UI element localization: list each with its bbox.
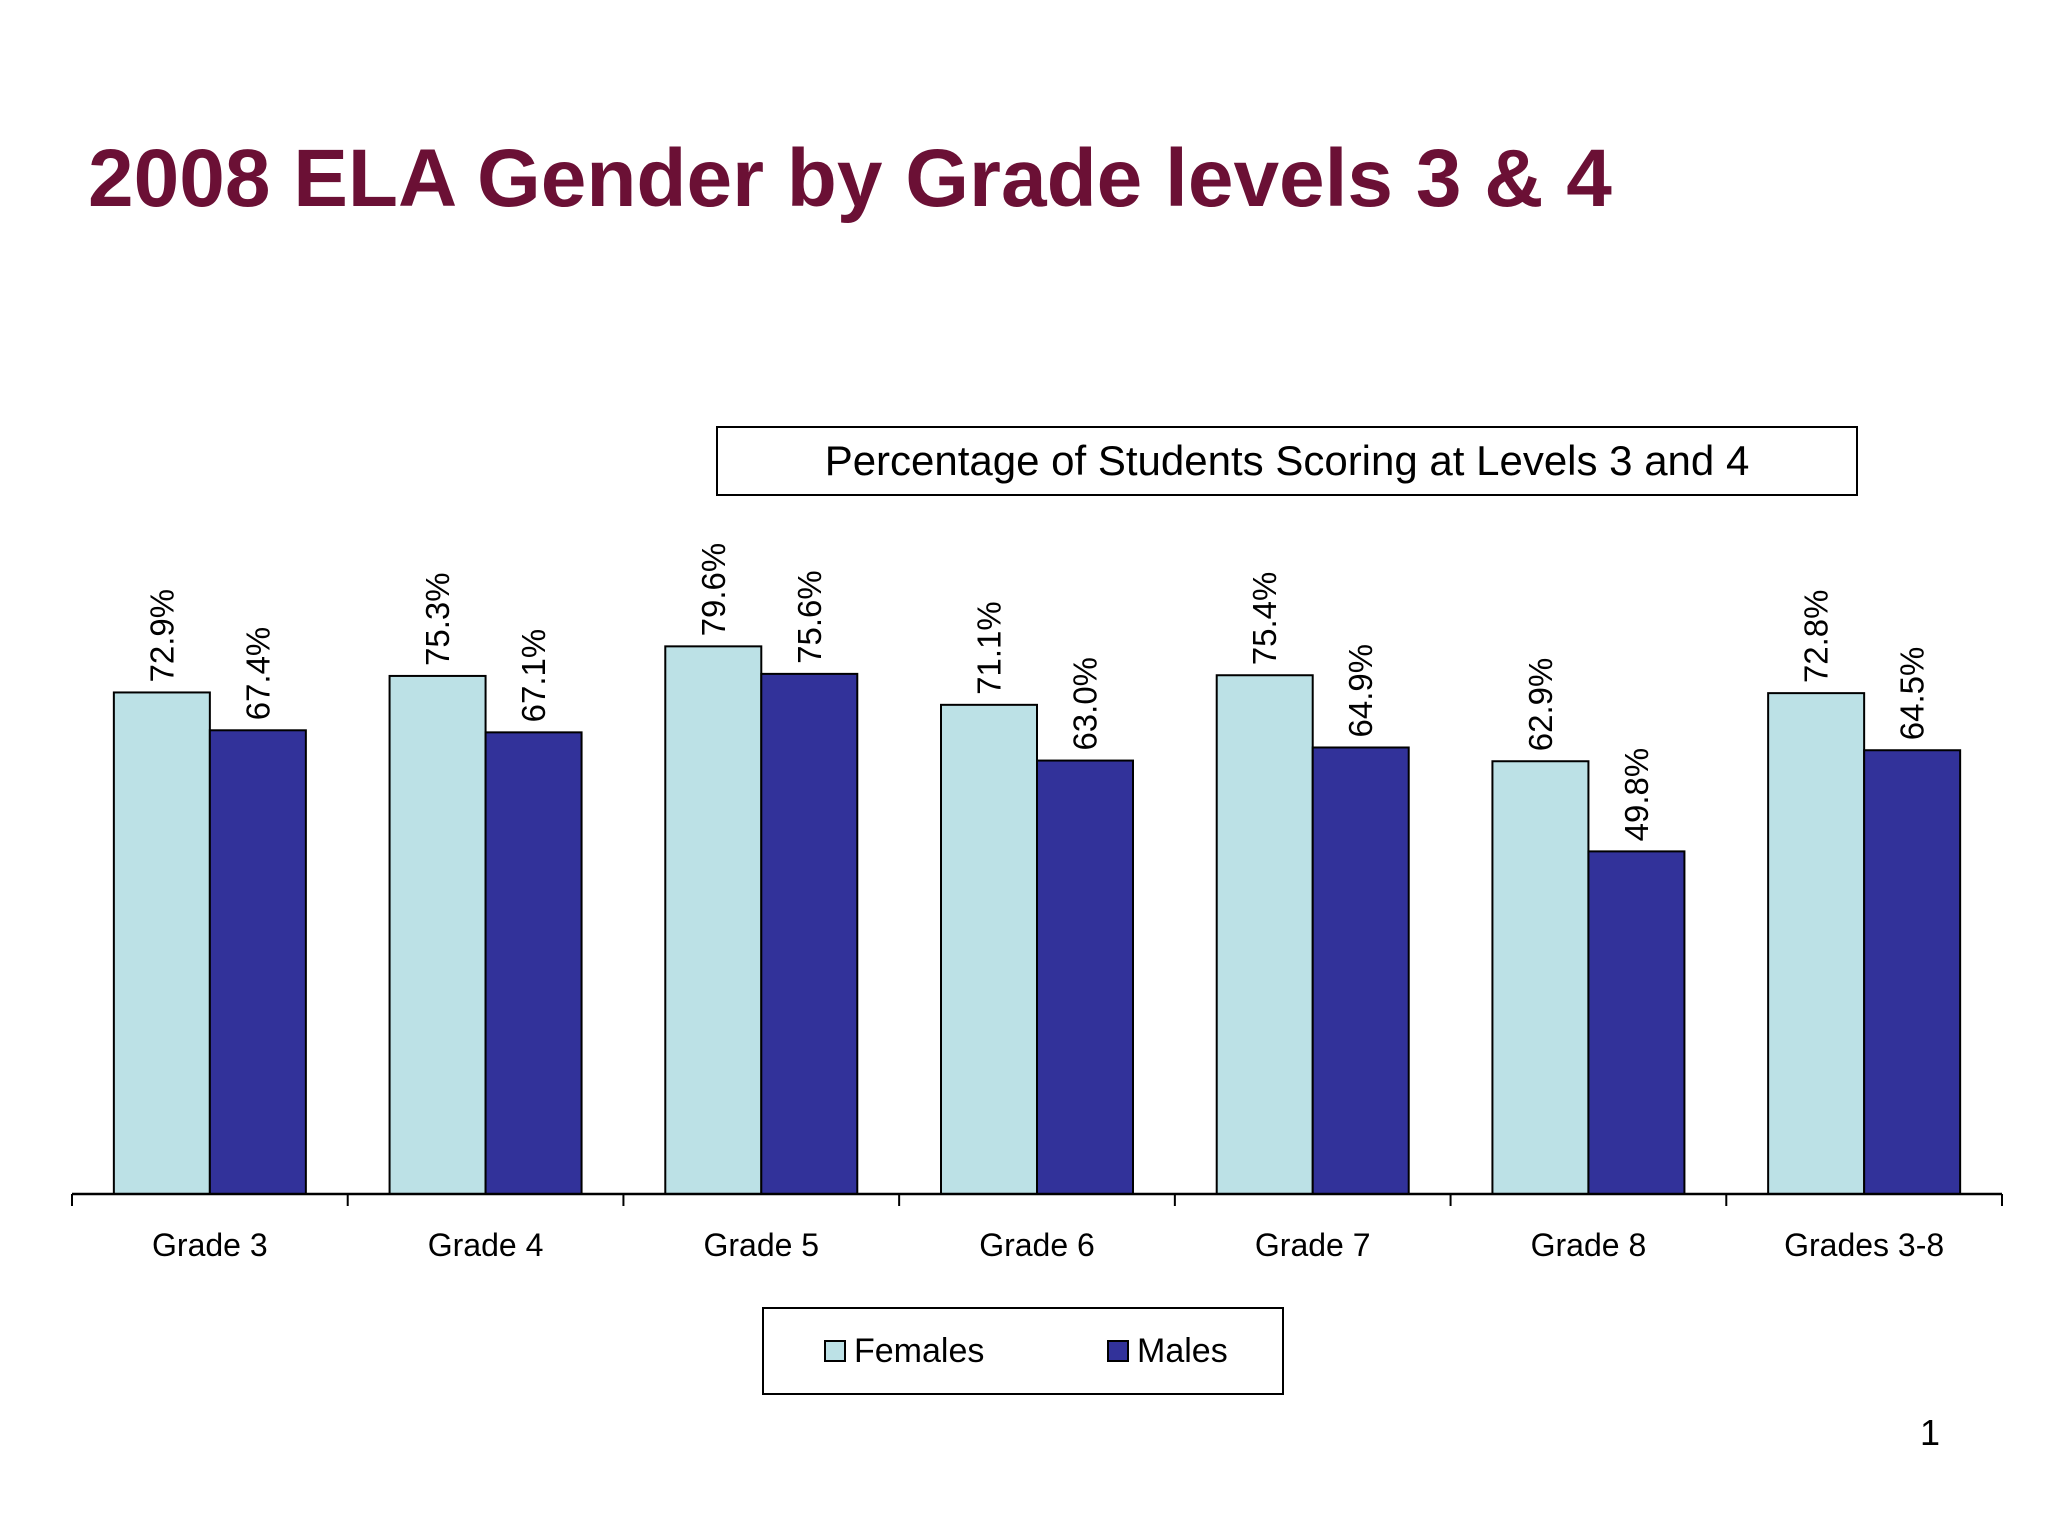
bar-females-grade-3 <box>112 691 211 1195</box>
data-label-males-grade-6: 63.0% <box>1067 657 1104 751</box>
data-label-females-grade-3: 72.9% <box>143 589 180 683</box>
x-tick-label-grade-3: Grade 3 <box>152 1227 268 1263</box>
bar-females-grade-5 <box>664 645 763 1195</box>
data-label-males-grades-3-8: 64.5% <box>1894 647 1931 741</box>
bar-females-grades-3-8 <box>1767 692 1866 1195</box>
data-label-females-grade-8: 62.9% <box>1522 658 1559 752</box>
bar-females-grade-6 <box>940 703 1038 1195</box>
bar-males-grade-7 <box>1311 746 1410 1195</box>
data-label-males-grade-8: 49.8% <box>1618 748 1655 842</box>
x-tick-label-grade-6: Grade 6 <box>979 1227 1095 1263</box>
chart-legend: Females Males <box>762 1307 1284 1395</box>
data-label-males-grade-4: 67.1% <box>515 629 552 723</box>
data-label-females-grade-5: 79.6% <box>695 543 732 637</box>
bar-males-grade-4 <box>484 731 583 1195</box>
bar-males-grade-6 <box>1036 759 1134 1195</box>
bar-females-grade-8 <box>1491 760 1590 1195</box>
chart-title: Percentage of Students Scoring at Levels… <box>716 426 1858 496</box>
legend-item-females: Females <box>824 1309 984 1393</box>
data-label-males-grade-3: 67.4% <box>239 627 276 721</box>
bar-females-grade-7 <box>1215 674 1314 1195</box>
x-tick-label-grade-8: Grade 8 <box>1531 1227 1647 1263</box>
x-tick-label-grades-3-8: Grades 3-8 <box>1784 1227 1944 1263</box>
bar-males-grade-8 <box>1587 850 1686 1195</box>
x-tick-label-grade-7: Grade 7 <box>1255 1227 1371 1263</box>
data-label-females-grade-7: 75.4% <box>1246 572 1283 666</box>
bar-males-grades-3-8 <box>1863 749 1962 1195</box>
bar-males-grade-5 <box>760 672 859 1195</box>
page-number: 1 <box>1919 1412 1940 1453</box>
legend-swatch-males <box>1107 1340 1129 1362</box>
data-label-females-grade-4: 75.3% <box>419 572 456 666</box>
data-label-females-grades-3-8: 72.8% <box>1798 590 1835 684</box>
legend-swatch-females <box>824 1340 846 1362</box>
x-tick-label-grade-5: Grade 5 <box>703 1227 819 1263</box>
x-tick-label-grade-4: Grade 4 <box>428 1227 544 1263</box>
data-label-males-grade-7: 64.9% <box>1342 644 1379 738</box>
legend-label-males: Males <box>1137 1331 1228 1370</box>
bar-males-grade-3 <box>208 729 307 1196</box>
data-label-males-grade-5: 75.6% <box>791 570 828 664</box>
bar-females-grade-4 <box>388 674 487 1195</box>
legend-label-females: Females <box>854 1331 985 1370</box>
legend-item-males: Males <box>1107 1309 1228 1393</box>
slide-title: 2008 ELA Gender by Grade levels 3 & 4 <box>88 133 1612 224</box>
data-label-females-grade-6: 71.1% <box>971 601 1008 695</box>
